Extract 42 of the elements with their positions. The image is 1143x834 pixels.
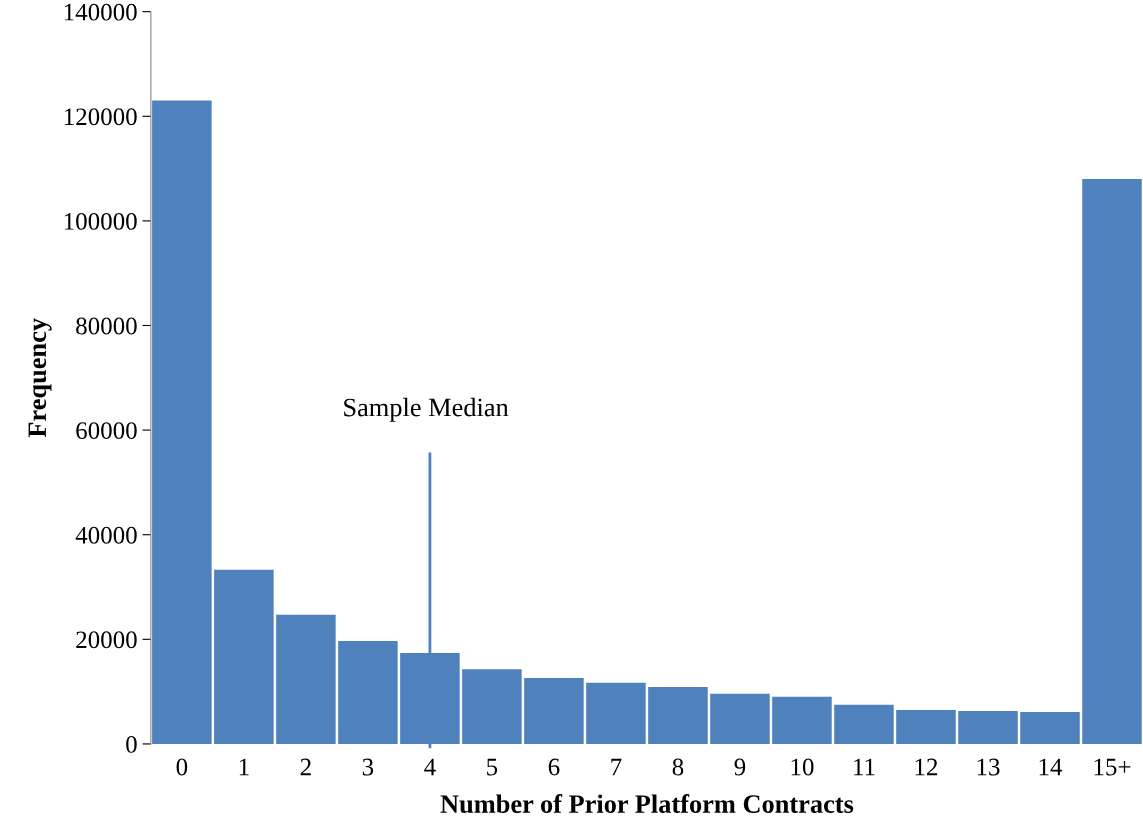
x-tick-label: 0 xyxy=(176,758,188,776)
x-tick-label: 11 xyxy=(854,758,875,776)
bar xyxy=(958,710,1018,744)
y-tick-label: 60000 xyxy=(76,422,137,440)
x-tick-label: 14 xyxy=(1039,758,1063,776)
x-tick-label: 12 xyxy=(915,758,938,776)
bar xyxy=(1020,712,1080,744)
x-tick-label: 2 xyxy=(300,758,311,776)
bar xyxy=(1082,179,1142,744)
x-tick-label: 7 xyxy=(611,758,622,776)
y-axis-title: Frequency xyxy=(28,318,52,438)
bar xyxy=(648,686,708,744)
bar xyxy=(214,569,274,744)
x-tick-label: 13 xyxy=(977,758,1000,776)
x-tick-label: 5 xyxy=(487,758,498,776)
bar xyxy=(772,696,832,744)
bar xyxy=(524,678,584,744)
bar xyxy=(338,640,398,744)
x-tick-label: 1 xyxy=(239,758,249,776)
bar xyxy=(710,693,770,744)
y-tick-label: 100000 xyxy=(64,212,137,230)
x-axis-title: Number of Prior Platform Contracts xyxy=(440,794,854,814)
bar xyxy=(586,682,646,744)
bar xyxy=(834,704,894,744)
bar xyxy=(152,100,212,744)
x-tick-label: 10 xyxy=(791,758,814,776)
x-tick-label: 8 xyxy=(672,758,684,776)
x-tick-label: 4 xyxy=(424,758,436,776)
ref-line-label: Sample Median xyxy=(344,397,509,422)
y-tick-label: 120000 xyxy=(64,108,137,126)
y-tick-label: 0 xyxy=(126,735,137,753)
y-tick-label: 20000 xyxy=(76,631,137,649)
y-tick-label: 80000 xyxy=(76,317,137,335)
x-tick-label: 3 xyxy=(362,758,374,776)
bar xyxy=(896,709,956,744)
x-tick-label: 6 xyxy=(548,758,560,776)
x-tick-label: 15+ xyxy=(1094,758,1131,776)
bar xyxy=(462,669,522,744)
bar xyxy=(276,614,336,744)
x-tick-label: 9 xyxy=(734,758,746,776)
y-tick-label: 40000 xyxy=(75,526,137,544)
y-tick-label: 140000 xyxy=(64,3,137,21)
